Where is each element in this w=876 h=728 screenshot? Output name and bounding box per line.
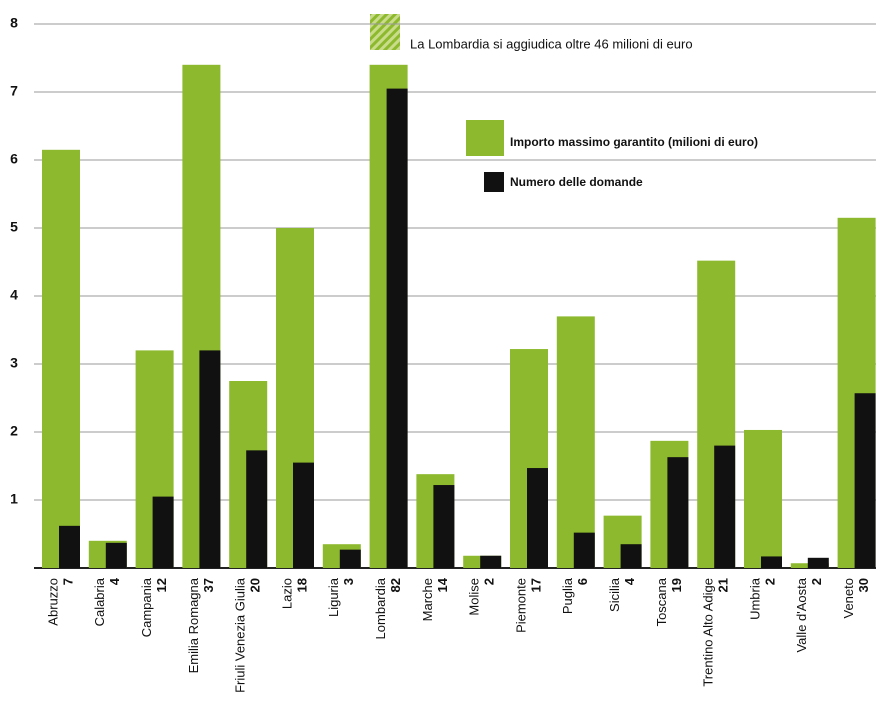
bar [105,542,127,568]
x-tick-label: Sicilia [607,577,622,612]
x-tick-label: Lazio [279,578,294,609]
x-tick-label: Veneto [841,578,856,619]
x-tick-label: Campania [139,577,154,637]
x-tick-count: 14 [435,577,450,592]
x-tick-label: Friuli Venezia Giulia [233,577,248,693]
x-tick-count: 19 [669,578,684,592]
bar [667,457,689,568]
y-tick-label: 7 [10,83,18,99]
bar [761,556,782,568]
legend-label: Numero delle domande [510,175,643,189]
x-tick-label: Trentino Alto Adige [701,578,716,687]
x-tick-count: 37 [201,578,216,592]
x-tick-label: Calabria [92,577,107,626]
bar [714,445,736,568]
x-tick-label: Emilia Romagna [186,577,201,673]
bar [59,525,80,568]
x-tick-count: 7 [60,578,75,585]
legend-label: Importo massimo garantito (milioni di eu… [510,135,758,149]
x-tick-count: 2 [762,578,777,585]
bar [527,468,548,568]
y-tick-label: 8 [10,15,18,31]
bar [807,557,829,568]
bar [556,316,595,568]
x-tick-label: Piemonte [513,578,528,633]
bar [386,88,408,568]
x-tick-label: Liguria [326,577,341,617]
annotation-swatch [370,14,400,50]
x-tick-label: Molise [467,578,482,616]
y-tick-label: 4 [10,287,18,303]
x-tick-count: 3 [341,578,356,585]
bar [42,149,80,569]
bar [480,555,502,568]
y-tick-label: 1 [10,491,18,507]
x-tick-count: 18 [294,578,309,592]
y-tick-label: 6 [10,151,18,167]
bar [339,549,361,568]
x-tick-label: Puglia [560,577,575,614]
bar [293,462,314,568]
y-tick-label: 2 [10,423,18,439]
bar [433,485,455,568]
x-tick-label: Lombardia [373,577,388,639]
x-tick-count: 4 [622,577,637,585]
x-tick-count: 17 [528,578,543,592]
bar [246,450,268,568]
x-tick-count: 30 [856,578,871,592]
x-tick-count: 2 [482,578,497,585]
annotation: La Lombardia si aggiudica oltre 46 milio… [410,36,693,51]
x-tick-count: 21 [716,578,731,592]
x-tick-count: 4 [107,577,122,585]
x-tick-count: 2 [809,578,824,585]
y-tick-label: 5 [10,219,18,235]
x-tick-label: Umbria [747,577,762,620]
bar [573,532,595,568]
bar [620,544,642,568]
x-tick-label: Marche [420,578,435,621]
x-tick-count: 6 [575,578,590,585]
legend-swatch [466,120,504,156]
bar [199,350,221,568]
x-tick-count: 82 [388,578,403,592]
bar [854,393,876,568]
x-tick-label: Abruzzo [45,578,60,626]
x-tick-count: 12 [154,578,169,592]
legend-swatch [484,172,504,192]
y-tick-label: 3 [10,355,18,371]
x-tick-count: 20 [248,578,263,592]
bar [744,429,782,568]
x-tick-label: Toscana [654,577,669,626]
x-tick-label: Valle d'Aosta [794,577,809,652]
bar [152,496,174,568]
